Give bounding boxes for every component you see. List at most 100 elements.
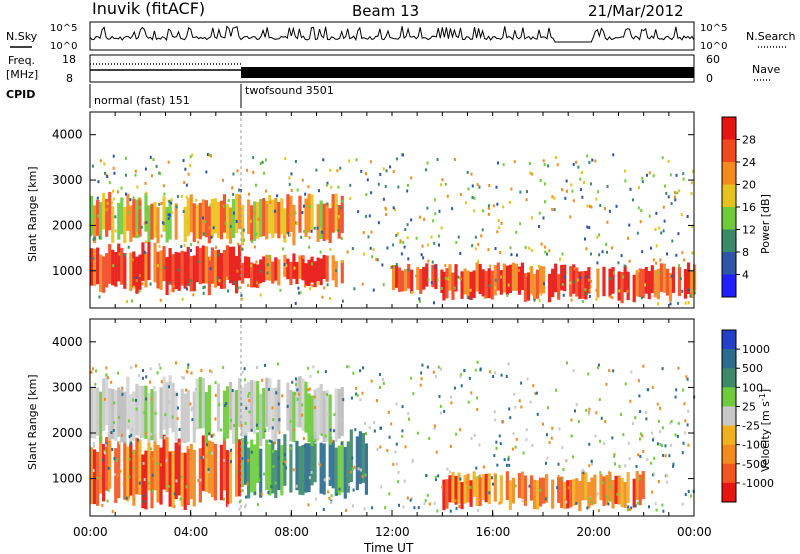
scatter-cell xyxy=(540,242,543,246)
scatter-cell xyxy=(243,378,246,382)
scatter-cell xyxy=(379,426,382,430)
scatter-cell xyxy=(326,202,329,206)
range-time-cell xyxy=(102,193,106,230)
scatter-cell xyxy=(655,211,658,215)
scatter-cell xyxy=(459,375,462,379)
scatter-cell xyxy=(90,233,93,237)
scatter-cell xyxy=(105,208,108,212)
scatter-cell xyxy=(351,504,354,508)
range-time-cell xyxy=(234,193,239,234)
range-time-cell xyxy=(569,266,573,297)
range-time-cell xyxy=(247,256,251,279)
scatter-cell xyxy=(329,297,332,301)
range-time-cell xyxy=(298,195,302,233)
scatter-cell xyxy=(236,286,239,290)
beam-title: Beam 13 xyxy=(352,2,419,20)
scatter-cell xyxy=(282,462,285,466)
scatter-cell xyxy=(562,467,565,471)
scatter-cell xyxy=(93,444,96,448)
scatter-cell xyxy=(582,471,585,475)
scatter-cell xyxy=(564,459,567,463)
scatter-cell xyxy=(314,440,317,444)
scatter-cell xyxy=(537,264,540,268)
scatter-cell xyxy=(677,366,680,370)
range-time-cell xyxy=(325,390,329,442)
range-time-cell xyxy=(499,269,503,295)
colorbar-swatch xyxy=(722,387,736,407)
scatter-cell xyxy=(131,258,134,262)
scatter-cell xyxy=(261,378,264,382)
scatter-cell xyxy=(538,299,541,303)
scatter-cell xyxy=(638,394,641,398)
range-time-cell xyxy=(584,472,588,501)
scatter-cell xyxy=(572,199,575,203)
range-time-cell xyxy=(171,383,175,433)
scatter-cell xyxy=(176,194,179,198)
scatter-cell xyxy=(185,195,188,199)
range-time-cell xyxy=(138,439,142,496)
scatter-cell xyxy=(385,212,388,216)
scatter-cell xyxy=(542,216,545,220)
scatter-cell xyxy=(684,301,687,305)
freq-unit: [MHz] xyxy=(6,68,38,81)
range-time-cell xyxy=(241,204,245,246)
scatter-cell xyxy=(184,388,187,392)
scatter-cell xyxy=(238,507,241,511)
scatter-cell xyxy=(294,160,297,164)
range-time-cell xyxy=(141,454,145,509)
scatter-cell xyxy=(639,432,642,436)
colorbar-tick-label: 28 xyxy=(742,134,756,147)
scatter-cell xyxy=(395,462,398,466)
scatter-cell xyxy=(509,200,512,204)
range-time-cell xyxy=(90,447,94,505)
range-time-cell xyxy=(141,385,145,438)
scatter-cell xyxy=(651,385,654,389)
noise-trace xyxy=(89,25,695,43)
scatter-cell xyxy=(507,457,510,461)
scatter-cell xyxy=(144,240,147,244)
range-time-cell xyxy=(313,389,317,441)
range-time-cell xyxy=(298,376,302,428)
range-time-cell xyxy=(237,378,242,428)
range-time-cell xyxy=(159,250,163,290)
scatter-cell xyxy=(190,243,193,247)
scatter-cell xyxy=(575,160,578,164)
scatter-cell xyxy=(636,231,639,235)
scatter-cell xyxy=(329,168,332,172)
scatter-cell xyxy=(396,232,399,236)
scatter-cell xyxy=(307,366,310,370)
nsearch-label: N.Search xyxy=(746,30,796,43)
range-time-cell xyxy=(566,480,570,509)
scatter-cell xyxy=(342,398,345,402)
range-time-cell xyxy=(168,451,172,507)
scatter-cell xyxy=(202,455,205,459)
range-time-cell xyxy=(289,195,293,233)
scatter-cell xyxy=(392,170,395,174)
scatter-cell xyxy=(200,369,203,373)
scatter-cell xyxy=(667,195,670,199)
range-time-cell xyxy=(177,438,181,496)
scatter-cell xyxy=(250,428,253,432)
scatter-cell xyxy=(263,171,266,175)
range-tick-label: 1000 xyxy=(52,264,83,278)
range-time-cell xyxy=(277,379,281,432)
scatter-cell xyxy=(470,391,473,395)
range-time-cell xyxy=(280,445,284,496)
scatter-cell xyxy=(683,402,686,406)
scatter-cell xyxy=(296,188,299,192)
scatter-cell xyxy=(596,366,599,370)
scatter-cell xyxy=(608,471,611,475)
scatter-cell xyxy=(420,253,423,257)
scatter-cell xyxy=(248,410,251,414)
range-time-cell xyxy=(514,263,519,291)
scatter-cell xyxy=(603,442,606,446)
freq-alternating-band xyxy=(241,67,694,78)
range-time-cell xyxy=(532,274,537,301)
scatter-cell xyxy=(246,441,249,445)
scatter-cell xyxy=(579,177,582,181)
scatter-cell xyxy=(142,493,145,497)
scatter-cell xyxy=(257,217,260,221)
scatter-cell xyxy=(673,195,676,199)
range-time-cell xyxy=(147,393,151,443)
